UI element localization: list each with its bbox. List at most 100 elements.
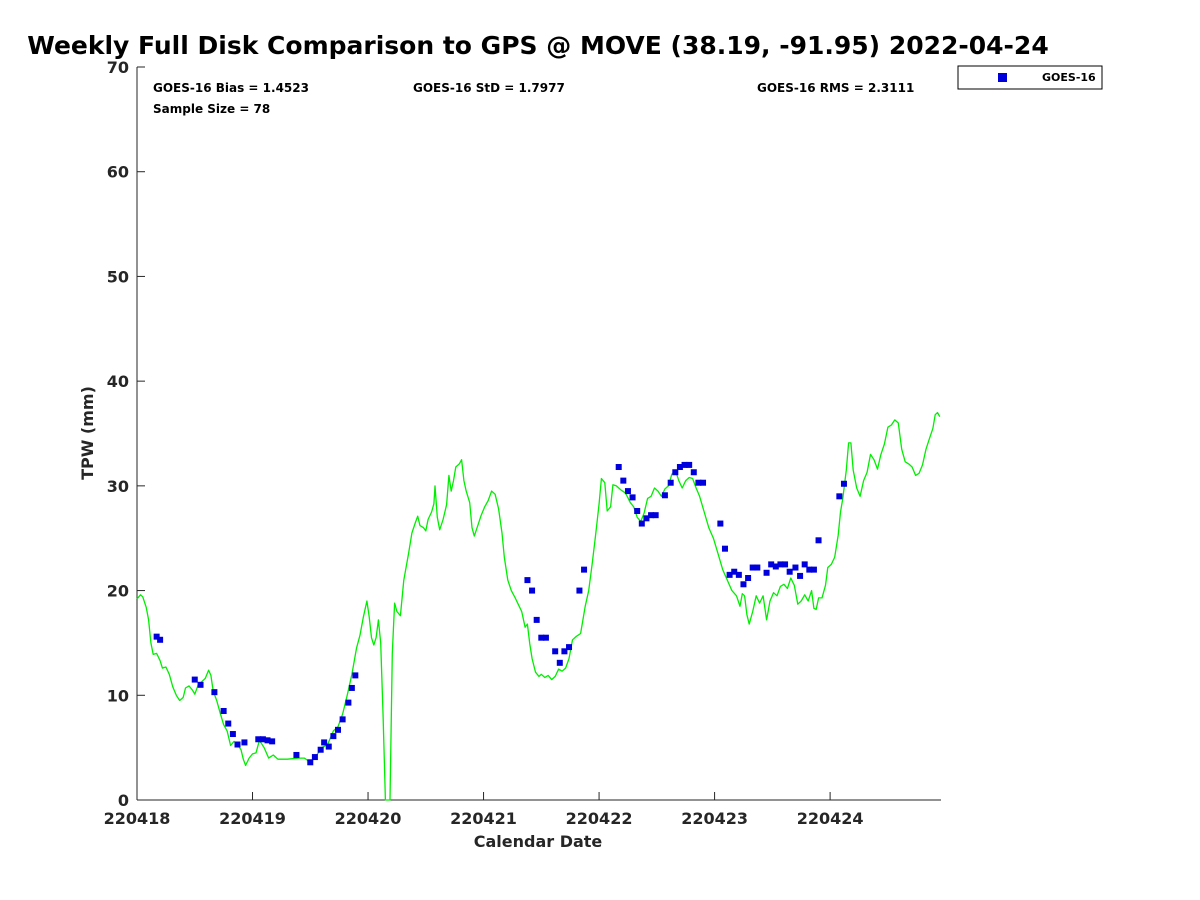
goes16-point [197,681,204,688]
goes16-point [686,461,693,468]
goes16-point [241,739,248,746]
goes16-point [566,644,573,651]
goes16-point [815,537,822,544]
goes16-point [700,479,707,486]
goes16-point [690,469,697,476]
legend: GOES-16 [957,65,1103,90]
goes16-point [726,571,733,578]
goes16-point [721,545,728,552]
goes16-point [335,726,341,733]
std-stat: GOES-16 StD = 1.7977 [413,81,565,95]
y-tick-label: 50 [107,267,129,286]
goes16-point [225,720,232,727]
goes16-point [325,743,332,750]
goes16-point [229,731,236,738]
goes16-point [786,568,793,575]
goes16-point [269,738,276,745]
goes16-point [220,707,227,714]
goes16-point [801,561,808,568]
gps-series [136,411,941,801]
sample-size-stat: Sample Size = 78 [153,102,270,116]
goes16-point [638,520,645,527]
legend-label: GOES-16 [1042,71,1096,84]
x-tick-label: 220419 [219,809,286,828]
goes16-point [777,561,784,568]
goes16-point [581,566,588,573]
goes16-series [153,461,847,766]
goes16-point [768,561,775,568]
goes16-point [321,739,328,746]
goes16-point [740,581,747,588]
goes16-point [745,575,752,582]
y-tick-label: 40 [107,372,129,391]
goes16-point [806,566,813,573]
goes16-point [763,569,770,576]
goes16-point [157,636,164,643]
goes16-point [810,566,817,573]
y-tick-label: 20 [107,582,129,601]
goes16-point [782,561,789,568]
goes16-point [211,689,218,696]
goes16-point [652,512,659,519]
goes16-point [615,464,622,471]
goes16-point [533,616,540,623]
goes16-point [556,659,563,666]
goes16-point [792,564,799,571]
x-tick-label: 220424 [797,809,864,828]
goes16-point [620,477,627,484]
y-axis-label: TPW (mm) [78,386,97,480]
goes16-point [352,672,359,679]
goes16-point [191,676,198,683]
goes16-point [797,572,804,579]
x-tick-label: 220423 [681,809,748,828]
y-tick-label: 30 [107,477,129,496]
goes16-point [840,480,847,487]
bias-stat: GOES-16 Bias = 1.4523 [153,81,309,95]
goes16-point [307,759,314,766]
x-tick-label: 220420 [335,809,402,828]
x-axis-label: Calendar Date [474,832,603,851]
y-axis-ticks: 0 10 20 30 40 50 60 70 [107,58,145,810]
gps-line [136,411,941,801]
goes16-point [695,479,702,486]
goes16-point [524,577,531,584]
goes16-point [259,736,266,743]
y-tick-label: 0 [118,791,129,810]
goes16-point [339,716,346,723]
y-tick-label: 70 [107,58,129,77]
goes16-point [153,633,160,640]
goes16-point [661,492,668,499]
goes16-point [330,733,337,740]
goes16-point [529,587,536,594]
goes16-point [561,648,568,655]
goes16-point [538,634,545,641]
chart-title: Weekly Full Disk Comparison to GPS @ MOV… [27,31,1048,60]
goes16-point [754,564,761,571]
goes16-point [345,699,352,706]
goes16-point [629,494,636,501]
goes16-point [542,634,549,641]
goes16-point [676,464,683,471]
goes16-point [672,469,679,476]
goes16-point [293,751,300,758]
goes16-point [717,520,724,527]
legend-marker [998,73,1007,82]
plot-area [136,67,941,801]
goes16-point [643,515,650,522]
goes16-point [264,737,271,744]
x-tick-label: 220421 [450,809,517,828]
goes16-point [576,587,583,594]
goes16-point [624,488,631,495]
goes16-point [667,479,674,486]
goes16-point [634,507,641,514]
goes16-point [234,741,241,748]
goes16-point [681,461,688,468]
goes16-point [731,568,738,575]
goes16-point [735,571,742,578]
goes16-point [552,648,559,655]
goes16-point [648,512,655,519]
x-tick-label: 220422 [566,809,633,828]
goes16-point [836,493,843,500]
x-tick-label: 220418 [104,809,171,828]
